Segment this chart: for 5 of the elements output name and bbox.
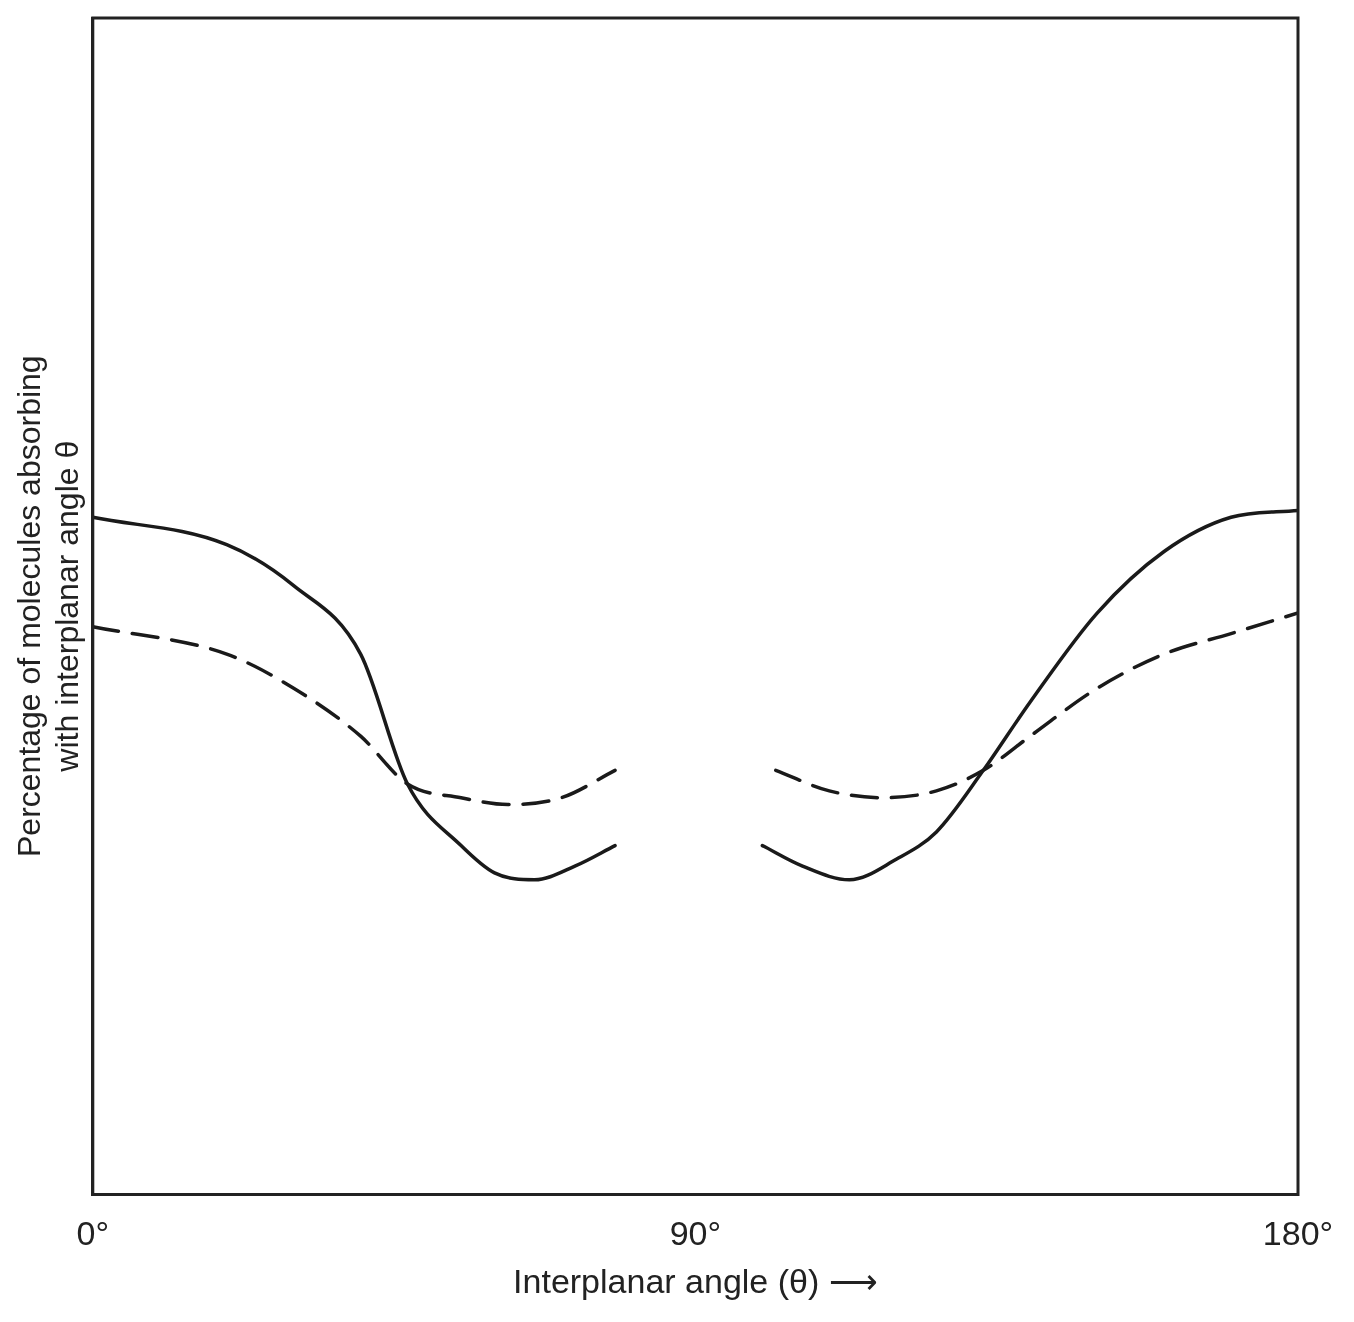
x-tick-label: 90° [669, 1214, 722, 1253]
x-axis-title: Interplanar angle (θ) ⟶ [513, 1261, 878, 1300]
y-axis-title: Percentage of molecules absorbing with interplanar angle θ [11, 355, 86, 858]
x-tick-label: 0° [76, 1214, 110, 1253]
x-tick-label: 180° [1262, 1214, 1334, 1253]
